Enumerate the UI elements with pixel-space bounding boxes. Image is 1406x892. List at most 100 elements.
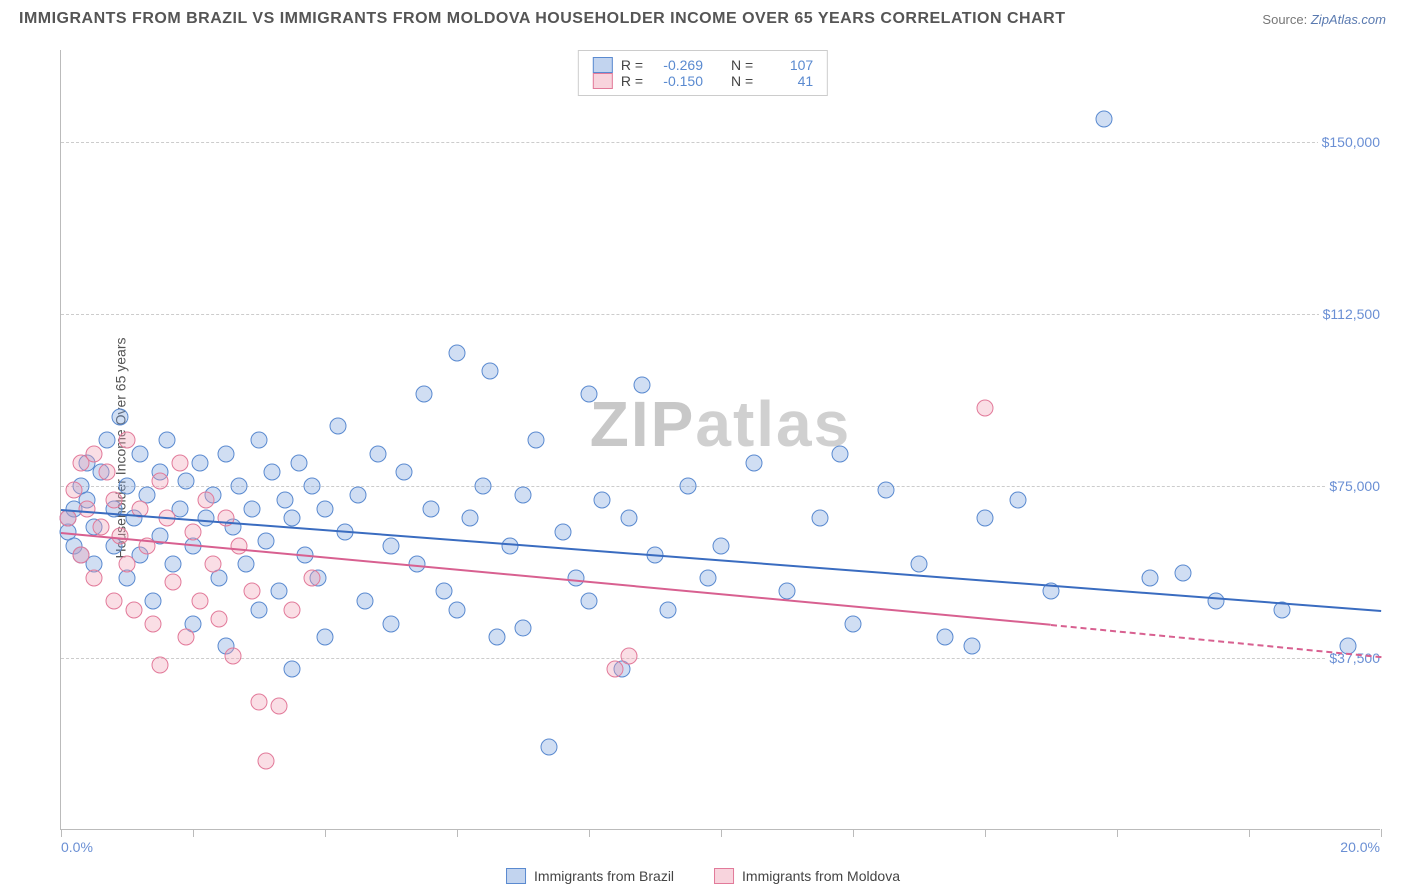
data-point-brazil [633, 376, 650, 393]
data-point-brazil [317, 629, 334, 646]
data-point-moldova [86, 569, 103, 586]
data-point-brazil [713, 537, 730, 554]
data-point-moldova [607, 661, 624, 678]
legend-swatch-brazil [593, 57, 613, 73]
data-point-brazil [680, 477, 697, 494]
legend-swatch-moldova [593, 73, 613, 89]
source-label: Source: [1262, 12, 1307, 27]
data-point-brazil [383, 615, 400, 632]
data-point-brazil [581, 386, 598, 403]
data-point-moldova [119, 432, 136, 449]
data-point-brazil [257, 532, 274, 549]
data-point-brazil [1208, 592, 1225, 609]
data-point-moldova [152, 473, 169, 490]
data-point-brazil [1175, 565, 1192, 582]
data-point-moldova [620, 647, 637, 664]
legend-item-brazil: Immigrants from Brazil [506, 868, 674, 884]
data-point-moldova [105, 592, 122, 609]
data-point-moldova [79, 500, 96, 517]
x-tick [61, 829, 62, 837]
data-point-moldova [185, 523, 202, 540]
data-point-brazil [475, 477, 492, 494]
legend-item-moldova: Immigrants from Moldova [714, 868, 900, 884]
data-point-brazil [369, 445, 386, 462]
data-point-moldova [171, 454, 188, 471]
data-point-brazil [145, 592, 162, 609]
r-label: R = [621, 73, 643, 89]
data-point-moldova [66, 482, 83, 499]
data-point-brazil [317, 500, 334, 517]
gridline [61, 314, 1380, 315]
data-point-brazil [1095, 110, 1112, 127]
data-point-moldova [303, 569, 320, 586]
data-point-brazil [567, 569, 584, 586]
data-point-brazil [541, 739, 558, 756]
data-point-brazil [845, 615, 862, 632]
data-point-moldova [72, 546, 89, 563]
r-value: -0.269 [651, 57, 703, 73]
data-point-moldova [231, 537, 248, 554]
data-point-moldova [198, 491, 215, 508]
data-point-brazil [251, 432, 268, 449]
data-point-brazil [132, 445, 149, 462]
chart-title: IMMIGRANTS FROM BRAZIL VS IMMIGRANTS FRO… [19, 10, 1065, 28]
data-point-brazil [198, 510, 215, 527]
data-point-moldova [59, 510, 76, 527]
data-point-moldova [204, 555, 221, 572]
y-tick-label: $75,000 [1325, 478, 1384, 494]
x-tick [1249, 829, 1250, 837]
data-point-brazil [383, 537, 400, 554]
data-point-brazil [251, 601, 268, 618]
data-point-brazil [264, 464, 281, 481]
trend-line-moldova [61, 532, 1051, 626]
x-tick [193, 829, 194, 837]
data-point-brazil [449, 344, 466, 361]
data-point-moldova [99, 464, 116, 481]
data-point-brazil [488, 629, 505, 646]
data-point-brazil [112, 409, 129, 426]
data-point-moldova [86, 445, 103, 462]
data-point-brazil [911, 555, 928, 572]
data-point-brazil [284, 661, 301, 678]
data-point-moldova [125, 601, 142, 618]
data-point-brazil [244, 500, 261, 517]
data-point-brazil [660, 601, 677, 618]
x-tick [1117, 829, 1118, 837]
source-link[interactable]: ZipAtlas.com [1311, 12, 1386, 27]
data-point-brazil [482, 363, 499, 380]
data-point-brazil [356, 592, 373, 609]
data-point-brazil [812, 510, 829, 527]
data-point-brazil [878, 482, 895, 499]
data-point-moldova [145, 615, 162, 632]
x-tick [1381, 829, 1382, 837]
n-label: N = [731, 73, 753, 89]
legend-label: Immigrants from Brazil [534, 868, 674, 884]
data-point-brazil [218, 445, 235, 462]
data-point-brazil [422, 500, 439, 517]
data-point-brazil [158, 432, 175, 449]
data-point-moldova [270, 698, 287, 715]
data-point-brazil [699, 569, 716, 586]
data-point-brazil [330, 418, 347, 435]
data-point-moldova [105, 491, 122, 508]
scatter-plot: ZIPatlas $37,500$75,000$112,500$150,0000… [60, 50, 1380, 830]
data-point-brazil [303, 477, 320, 494]
data-point-brazil [779, 583, 796, 600]
data-point-moldova [92, 519, 109, 536]
data-point-brazil [462, 510, 479, 527]
data-point-brazil [231, 477, 248, 494]
data-point-brazil [620, 510, 637, 527]
data-point-brazil [178, 473, 195, 490]
data-point-brazil [237, 555, 254, 572]
data-point-moldova [224, 647, 241, 664]
series-legend: Immigrants from Brazil Immigrants from Mo… [506, 868, 900, 884]
y-tick-label: $150,000 [1318, 134, 1384, 150]
data-point-moldova [977, 399, 994, 416]
data-point-brazil [119, 477, 136, 494]
data-point-brazil [831, 445, 848, 462]
legend-row-brazil: R =-0.269N =107 [593, 57, 813, 73]
data-point-moldova [211, 610, 228, 627]
data-point-brazil [594, 491, 611, 508]
data-point-brazil [528, 432, 545, 449]
gridline [61, 658, 1380, 659]
